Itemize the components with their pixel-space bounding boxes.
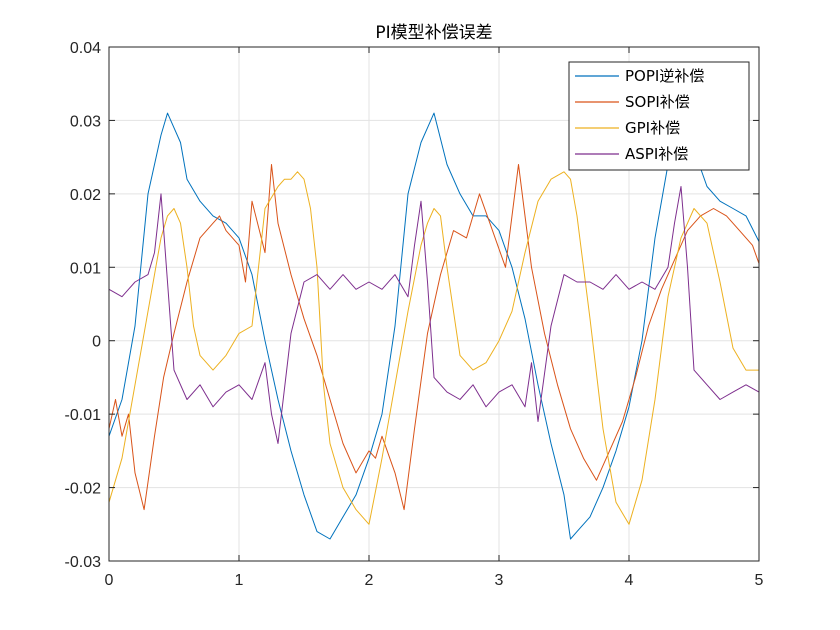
legend-label-0: POPI逆补偿 — [625, 67, 704, 85]
legend-box — [568, 61, 750, 171]
y-tick-label: 0.04 — [70, 40, 101, 57]
legend[interactable]: POPI逆补偿 SOPI补偿 GPI补偿 ASPI补偿 — [568, 61, 750, 171]
y-tick-label: 0.02 — [70, 187, 101, 204]
y-tick-label: -0.03 — [65, 554, 102, 571]
y-tick-label: 0.01 — [70, 260, 101, 277]
series-line-3 — [108, 186, 760, 444]
chart-title: PI模型补偿误差 — [375, 23, 492, 43]
x-tick-label: 4 — [625, 572, 634, 589]
x-tick-label: 5 — [755, 572, 764, 589]
series-line-2 — [108, 171, 759, 525]
ticks: 0 1 2 3 4 5 -0.03 -0.02 -0.01 0 0.01 0.02 0.03 0.04 — [65, 40, 764, 589]
x-tick-label: 3 — [495, 572, 504, 589]
legend-label-1: SOPI补偿 — [625, 93, 690, 111]
series-lines — [108, 112, 760, 540]
y-tick-label: 0.03 — [70, 113, 101, 130]
y-tick-label: -0.01 — [65, 407, 102, 424]
x-tick-label: 0 — [105, 572, 114, 589]
legend-label-3: ASPI补偿 — [625, 145, 688, 163]
series-line-1 — [108, 164, 760, 511]
x-tick-label: 2 — [365, 572, 374, 589]
y-tick-label: -0.02 — [65, 481, 102, 498]
series-line-0 — [108, 112, 760, 540]
x-tick-label: 1 — [235, 572, 244, 589]
y-tick-label: 0 — [92, 334, 101, 351]
axes-box — [108, 46, 760, 562]
legend-label-2: GPI补偿 — [625, 119, 680, 137]
